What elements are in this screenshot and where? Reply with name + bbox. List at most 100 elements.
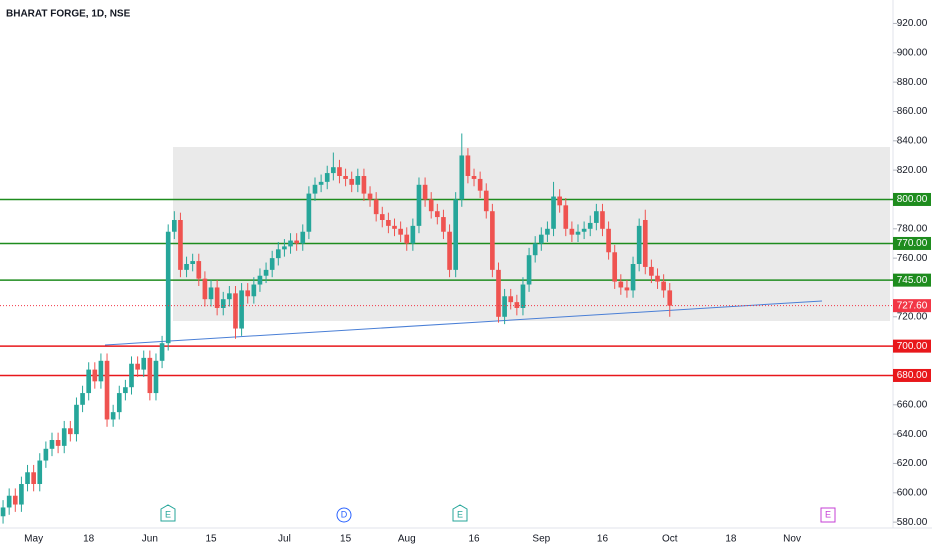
candle-body: [649, 266, 654, 276]
candle-body: [642, 220, 648, 267]
candle-body: [575, 231, 581, 235]
x-tick-label: May: [24, 534, 43, 545]
candle-body: [220, 299, 226, 308]
candle-body: [618, 281, 624, 288]
candle-body: [532, 243, 538, 256]
candle-body: [31, 472, 36, 484]
candle-body: [331, 167, 336, 174]
candle-body: [581, 228, 587, 232]
candle-body: [477, 178, 483, 191]
candle-body: [233, 293, 238, 329]
event-label: E: [457, 509, 463, 519]
candle-body: [178, 220, 183, 270]
level-label-box: [893, 339, 931, 353]
candle-body: [184, 264, 189, 270]
candle-body: [129, 363, 134, 388]
candle-body: [275, 249, 281, 259]
candle-body: [563, 205, 569, 229]
event-label: D: [341, 509, 348, 519]
candle-body: [49, 440, 55, 449]
y-tick-label: 860.00: [897, 106, 928, 117]
candle-body: [630, 264, 636, 291]
candle-body: [80, 393, 85, 405]
x-tick-label: 16: [597, 534, 609, 545]
candle-body: [68, 428, 73, 435]
candle-body: [141, 357, 147, 370]
candle-body: [257, 275, 263, 285]
candle-body: [147, 357, 153, 394]
last-price-box: [893, 299, 931, 313]
event-label: E: [165, 509, 171, 519]
candle-body: [373, 199, 379, 215]
candle-body: [159, 343, 165, 361]
candle-body: [398, 228, 403, 235]
candle-body: [587, 222, 593, 229]
candle-body: [245, 290, 251, 297]
level-label-box: [893, 273, 931, 287]
candle-body: [86, 369, 92, 394]
y-tick-label: 600.00: [897, 487, 928, 498]
candle-body: [306, 193, 312, 232]
candle-body: [416, 184, 422, 226]
event-icon[interactable]: [336, 507, 352, 523]
x-tick-label: Sep: [532, 534, 550, 545]
y-tick-label: 820.00: [897, 165, 928, 176]
y-tick-label: 880.00: [897, 77, 928, 88]
candle-body: [43, 448, 49, 461]
candle-body: [123, 387, 128, 394]
candle-body: [655, 275, 660, 282]
candle-body: [19, 484, 24, 505]
candle-body: [208, 287, 214, 300]
event-icon[interactable]: [160, 504, 176, 522]
candle-body: [453, 199, 458, 270]
candle-body: [496, 269, 501, 317]
candle-body: [55, 440, 61, 446]
y-tick-label: 620.00: [897, 458, 928, 469]
candle-body: [116, 393, 122, 413]
y-tick-label: 900.00: [897, 47, 928, 58]
x-tick-label: 18: [725, 534, 737, 545]
candle-body: [667, 290, 673, 306]
x-tick-label: Nov: [783, 534, 801, 545]
candle-body: [447, 231, 452, 270]
candle-body: [153, 360, 159, 394]
candle-body: [624, 287, 630, 291]
candle-body: [288, 240, 293, 247]
event-icons: E D E E: [160, 504, 836, 523]
candle-body: [343, 176, 348, 179]
candle-body: [428, 199, 434, 212]
y-tick-label: 840.00: [897, 135, 928, 146]
candle-body: [74, 404, 79, 435]
candle-body: [318, 181, 324, 185]
level-label: 770.00: [897, 238, 928, 249]
y-tick-label: 580.00: [897, 517, 928, 528]
candle-body: [202, 278, 208, 300]
candle-body: [361, 176, 367, 194]
event-icon[interactable]: [452, 504, 468, 522]
x-tick-label: Oct: [662, 534, 678, 545]
candle-body: [471, 176, 477, 179]
candle-body: [600, 211, 605, 229]
x-tick-label: Jun: [142, 534, 158, 545]
x-tick-label: 15: [340, 534, 352, 545]
y-tick-label: 660.00: [897, 399, 928, 410]
x-tick-label: Jul: [278, 534, 291, 545]
candle-body: [135, 363, 140, 370]
candle-body: [441, 217, 446, 232]
candle-body: [196, 261, 202, 279]
candle-body: [612, 252, 618, 282]
event-label: E: [825, 509, 831, 519]
candle-body: [12, 495, 18, 505]
x-tick-label: 15: [205, 534, 217, 545]
event-icon[interactable]: [820, 507, 836, 523]
candle-body: [263, 269, 269, 276]
candle-body: [538, 234, 544, 244]
candle-body: [214, 287, 220, 308]
candle-body: [37, 460, 43, 484]
candle-body: [410, 225, 416, 244]
level-label-box: [893, 368, 931, 382]
candle-body: [636, 225, 642, 264]
candle-body: [606, 228, 611, 253]
candle-body: [269, 258, 275, 270]
